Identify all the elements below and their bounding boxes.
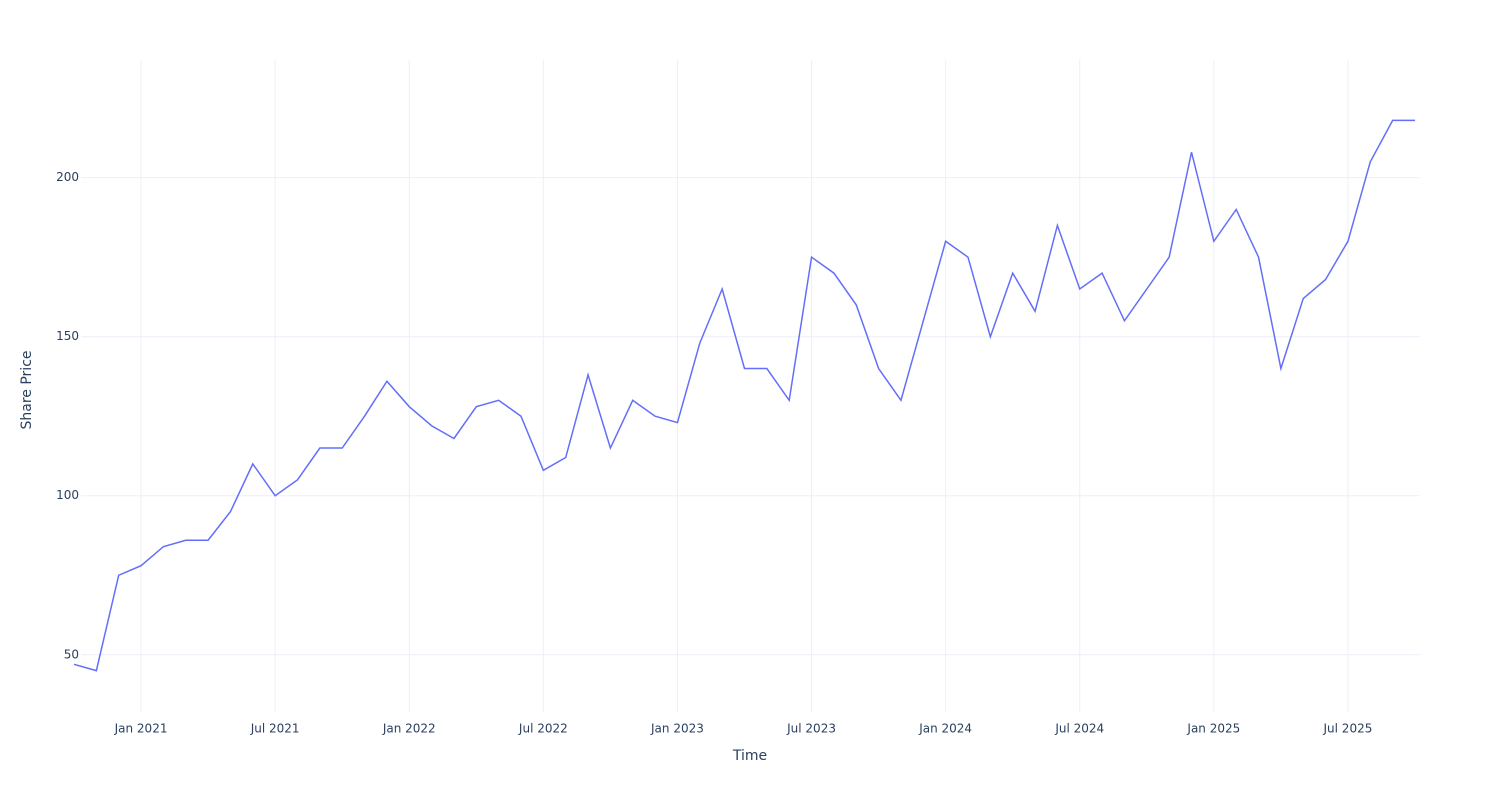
x-tick-label: Jan 2021 — [114, 722, 168, 736]
x-tick-label: Jul 2023 — [786, 722, 836, 736]
y-tick-label: 200 — [56, 170, 79, 184]
x-tick-label: Jan 2023 — [650, 722, 704, 736]
x-tick-label: Jan 2025 — [1186, 722, 1240, 736]
y-tick-label: 150 — [56, 329, 79, 343]
x-axis-title: Time — [732, 748, 767, 764]
x-tick-label: Jul 2025 — [1323, 722, 1373, 736]
x-tick-label: Jul 2022 — [518, 722, 568, 736]
x-tick-label: Jul 2024 — [1054, 722, 1104, 736]
price-line — [73, 119, 1415, 672]
x-tick-label: Jul 2021 — [250, 722, 300, 736]
y-axis-title: Share Price — [19, 350, 35, 429]
x-tick-label: Jan 2024 — [918, 722, 972, 736]
y-tick-label: 50 — [64, 647, 79, 661]
x-tick-label: Jan 2022 — [382, 722, 436, 736]
y-tick-label: 100 — [56, 488, 79, 502]
